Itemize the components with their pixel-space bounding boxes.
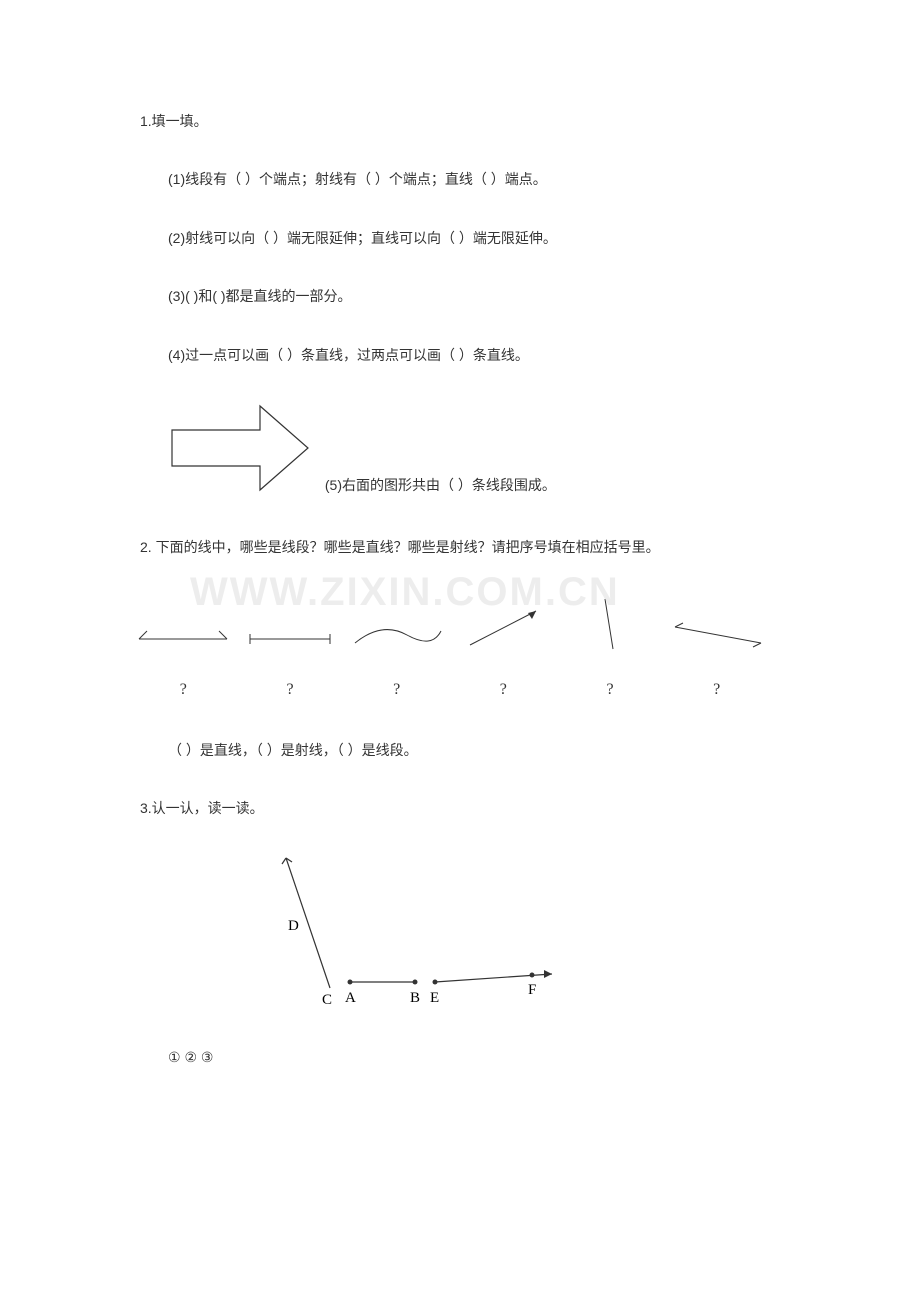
q3-answers: ① ② ③ bbox=[168, 1046, 780, 1068]
q3-diagram: D C A B E F bbox=[160, 850, 780, 1016]
question-3: 3.认一认，读一读。 D C A B E F ① ② ③ bbox=[140, 797, 780, 1068]
q2-label-6: ? bbox=[663, 677, 770, 703]
point-F-label: F bbox=[528, 982, 536, 998]
q1-sub1: (1)线段有（ ）个端点；射线有（ ）个端点；直线（ ）端点。 bbox=[140, 168, 780, 190]
point-D-label: D bbox=[288, 918, 299, 934]
arrow-shape-icon bbox=[168, 402, 313, 500]
q1-sub2: (2)射线可以向（ ）端无限延伸；直线可以向（ ）端无限延伸。 bbox=[140, 227, 780, 249]
q2-label-3: ? bbox=[343, 677, 450, 703]
point-C-label: C bbox=[322, 992, 332, 1008]
question-1: 1.填一填。 (1)线段有（ ）个端点；射线有（ ）个端点；直线（ ）端点。 (… bbox=[140, 110, 780, 500]
q2-title-wrap: 2. 下面的线中，哪些是线段？哪些是直线？哪些是射线？请把序号填在相应括号里。 … bbox=[140, 536, 780, 558]
q1-sub5-wrap: (5)右面的图形共由（ ）条线段围成。 bbox=[140, 402, 780, 500]
q2-label-4: ? bbox=[450, 677, 557, 703]
q2-answer: （ ）是直线，（ ）是射线，（ ）是线段。 bbox=[140, 739, 780, 761]
point-B-label: B bbox=[410, 990, 420, 1006]
point-A-label: A bbox=[345, 990, 356, 1006]
q1-title: 1.填一填。 bbox=[140, 110, 780, 132]
q2-label-5: ? bbox=[557, 677, 664, 703]
q2-label-2: ? bbox=[237, 677, 344, 703]
q1-sub5: (5)右面的图形共由（ ）条线段围成。 bbox=[325, 474, 556, 500]
q1-sub4: (4)过一点可以画（ ）条直线，过两点可以画（ ）条直线。 bbox=[140, 344, 780, 366]
q2-label-1: ? bbox=[130, 677, 237, 703]
q2-labels-row: ? ? ? ? ? ? bbox=[130, 677, 770, 703]
q2-title: 2. 下面的线中，哪些是线段？哪些是直线？哪些是射线？请把序号填在相应括号里。 bbox=[140, 536, 780, 558]
q1-sub3: (3)( )和( )都是直线的一部分。 bbox=[140, 285, 780, 307]
point-E-label: E bbox=[430, 990, 439, 1006]
question-2: 2. 下面的线中，哪些是线段？哪些是直线？哪些是射线？请把序号填在相应括号里。 … bbox=[140, 536, 780, 761]
watermark-text: WWW.ZIXIN.COM.CN bbox=[190, 560, 620, 624]
q3-title: 3.认一认，读一读。 bbox=[140, 797, 780, 819]
q2-fig-6 bbox=[663, 613, 770, 659]
